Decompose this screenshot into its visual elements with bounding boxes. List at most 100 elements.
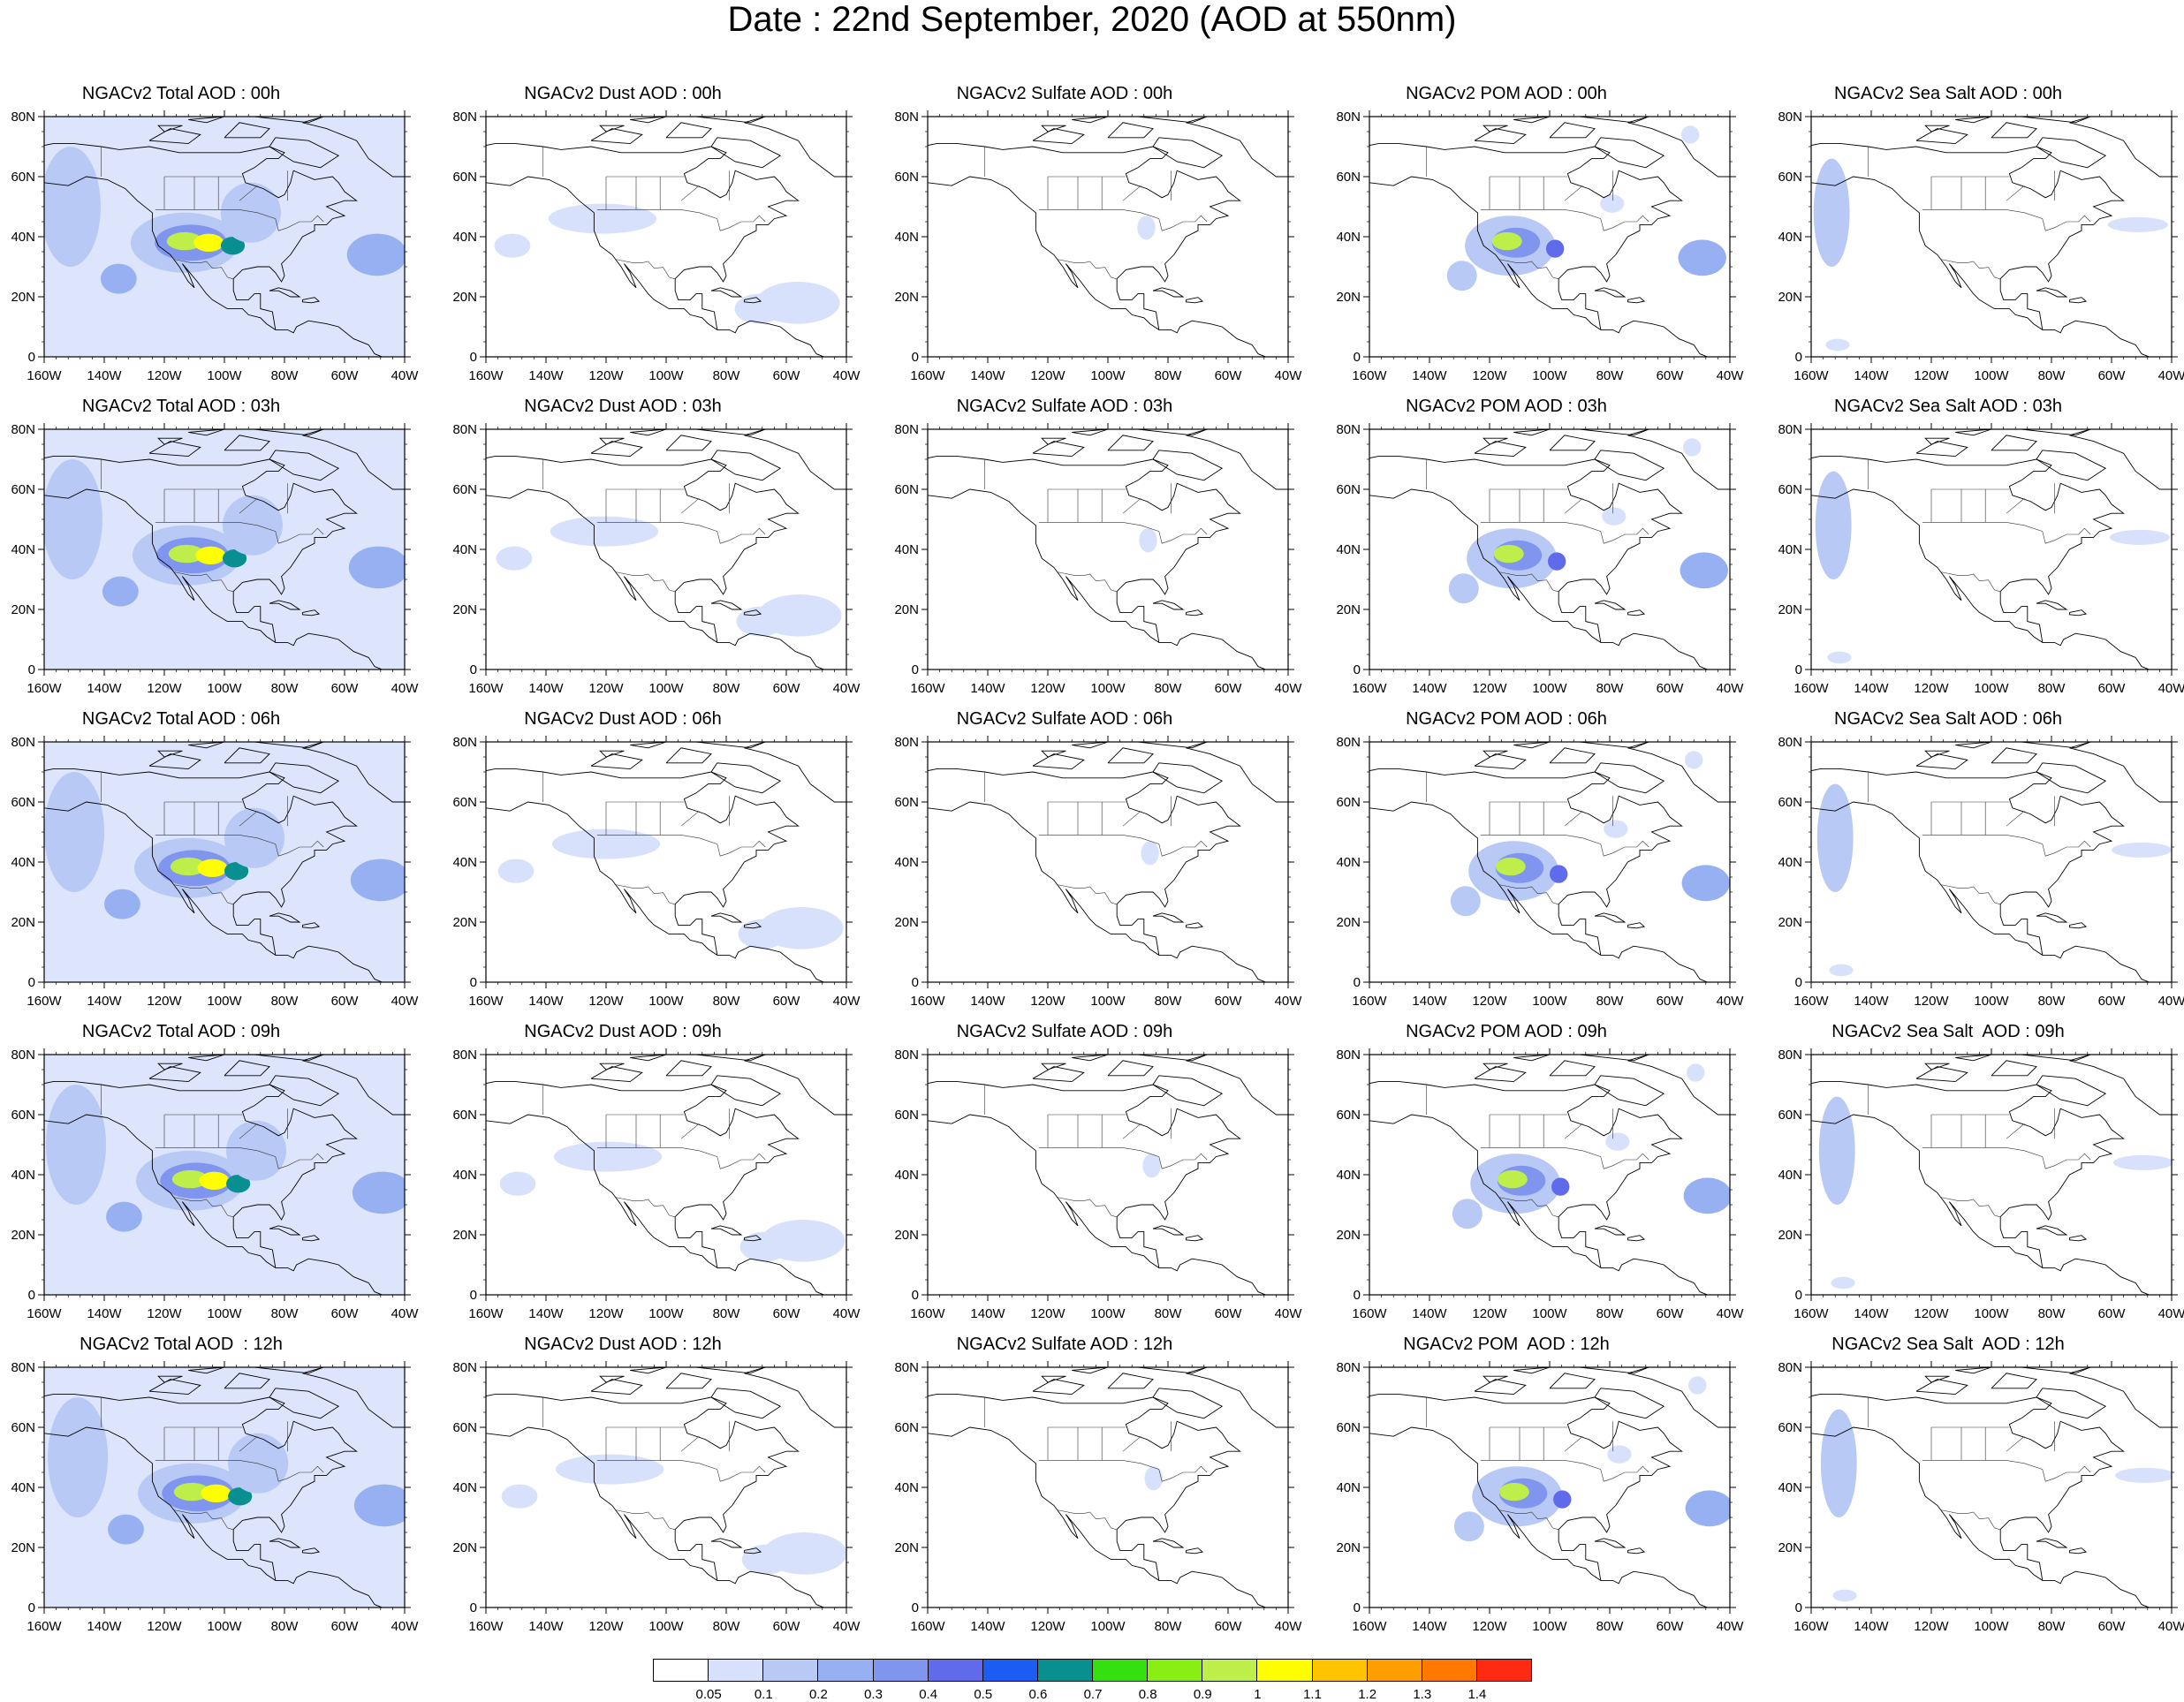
- lat-tick-label: 40N: [452, 542, 477, 557]
- lat-tick-label: 0: [470, 975, 477, 990]
- aod-plume: [348, 546, 405, 589]
- colorbar-swatch: [817, 1659, 874, 1682]
- coastlines: [44, 1055, 405, 1295]
- colorbar-swatch: [1421, 1659, 1477, 1682]
- map-panel-total-2: NGACv2 Total AOD : 06h 160W 140W 120W 100W 80…: [0, 703, 419, 1009]
- map-plot: 160W 140W 120W 100W 80W 60W 40W 80N 60N 40N 20N 0: [894, 735, 1302, 1009]
- borders: [101, 1085, 324, 1218]
- lon-tick-label: 160W: [910, 994, 945, 1009]
- coastlines: [486, 1367, 846, 1607]
- lat-tick-label: 20N: [452, 915, 477, 930]
- borders: [101, 147, 324, 280]
- lon-tick-label: 80W: [271, 1619, 300, 1634]
- lon-tick-label: 100W: [1974, 1619, 2009, 1634]
- lon-tick-label: 60W: [1215, 1619, 1243, 1634]
- map-panel-dust-3: NGACv2 Dust AOD : 09h 160W 140W 120W 100W 80W…: [442, 1016, 861, 1321]
- lon-tick-label: 80W: [1155, 994, 1183, 1009]
- lat-tick-label: 0: [1354, 662, 1361, 677]
- lon-tick-label: 100W: [207, 1306, 242, 1321]
- aod-plume: [736, 606, 785, 637]
- aod-plume: [497, 859, 535, 883]
- lat-tick-label: 40N: [11, 855, 35, 870]
- lat-tick-label: 0: [1795, 975, 1802, 990]
- lat-tick-label: 60N: [452, 482, 477, 497]
- aod-plume: [201, 1484, 231, 1502]
- lat-tick-label: 80N: [894, 422, 919, 437]
- lon-tick-label: 40W: [1717, 681, 1745, 696]
- aod-plume: [1497, 1169, 1528, 1189]
- lat-tick-label: 20N: [894, 290, 919, 305]
- map-plot: 160W 140W 120W 100W 80W 60W 40W 80N 60N 40N 20N 0: [1336, 735, 1744, 1009]
- lon-tick-label: 140W: [1412, 1619, 1447, 1634]
- aod-plume: [1600, 194, 1625, 213]
- lon-tick-label: 140W: [970, 994, 1005, 1009]
- lat-tick-label: 60N: [1778, 1108, 1802, 1123]
- lat-tick-label: 40N: [1778, 542, 1802, 557]
- coastlines: [928, 117, 1288, 357]
- lat-tick-label: 60N: [11, 482, 35, 497]
- borders: [984, 772, 1208, 905]
- lon-tick-label: 40W: [391, 994, 420, 1009]
- map-panel-pom-4: NGACv2 POM AOD : 12h 160W 140W 120W 100W 80W 6…: [1325, 1328, 1744, 1634]
- borders: [1426, 772, 1649, 905]
- aod-plume: [173, 1482, 210, 1502]
- map-panel-sulfate-0: NGACv2 Sulfate AOD : 00h 160W 140W 120W 100W…: [883, 78, 1302, 383]
- borders: [984, 147, 1208, 280]
- lon-tick-label: 40W: [2158, 994, 2184, 1009]
- lat-tick-label: 0: [28, 350, 35, 365]
- lon-tick-label: 40W: [2158, 1619, 2184, 1634]
- aod-plume: [220, 182, 281, 243]
- coastlines: [928, 1055, 1288, 1295]
- lon-tick-label: 80W: [271, 994, 300, 1009]
- panel-title: NGACv2 Dust AOD : 03h: [524, 397, 722, 416]
- lat-tick-label: 80N: [11, 422, 35, 437]
- lon-tick-label: 140W: [970, 368, 1005, 383]
- lat-tick-label: 20N: [11, 602, 35, 617]
- lon-tick-label: 120W: [147, 1619, 182, 1634]
- lon-tick-label: 120W: [1030, 994, 1065, 1009]
- panel-title: NGACv2 Sulfate AOD : 00h: [956, 84, 1173, 103]
- lat-tick-label: 60N: [1778, 795, 1802, 810]
- lat-tick-label: 20N: [452, 602, 477, 617]
- aod-plume: [1547, 552, 1566, 571]
- colorbar-swatch: [1092, 1659, 1149, 1682]
- lon-tick-label: 120W: [1914, 1619, 1949, 1634]
- panel-title: NGACv2 Total AOD : 03h: [81, 397, 281, 416]
- aod-plume: [739, 1231, 789, 1262]
- lat-tick-label: 60N: [894, 795, 919, 810]
- lon-tick-label: 80W: [1155, 1306, 1183, 1321]
- panel-title: NGACv2 Sulfate AOD : 09h: [956, 1022, 1173, 1041]
- map-panel-seasalt-1: NGACv2 Sea Salt AOD : 03h 160W 140W 120W 100…: [1767, 390, 2184, 696]
- lon-tick-label: 40W: [2158, 681, 2184, 696]
- lon-tick-label: 100W: [648, 681, 684, 696]
- aod-plume: [1818, 1096, 1855, 1205]
- aod-plume: [346, 233, 405, 276]
- aod-plume: [734, 293, 783, 324]
- lat-tick-label: 0: [1795, 350, 1802, 365]
- lat-tick-label: 80N: [1778, 422, 1802, 437]
- lon-tick-label: 140W: [1854, 368, 1889, 383]
- borders: [1426, 1085, 1649, 1218]
- map-panel-total-3: NGACv2 Total AOD : 09h 160W 140W 120W 100W 80…: [0, 1016, 419, 1321]
- lon-tick-label: 60W: [331, 1619, 360, 1634]
- lat-tick-label: 0: [1354, 350, 1361, 365]
- borders: [101, 1397, 324, 1531]
- lat-tick-label: 80N: [1778, 1048, 1802, 1063]
- lon-tick-label: 140W: [528, 368, 564, 383]
- panel-title: NGACv2 Sea Salt AOD : 06h: [1834, 709, 2062, 729]
- aod-plume: [166, 231, 203, 251]
- aod-plume: [48, 1397, 109, 1517]
- aod-plume: [1550, 865, 1568, 883]
- lat-tick-label: 0: [1354, 975, 1361, 990]
- lon-tick-label: 120W: [147, 681, 182, 696]
- lat-tick-label: 20N: [894, 1228, 919, 1243]
- lon-tick-label: 40W: [1275, 681, 1303, 696]
- panel-title: NGACv2 Total AOD : 09h: [81, 1022, 281, 1041]
- lat-tick-label: 20N: [1336, 1228, 1361, 1243]
- lat-tick-label: 40N: [894, 230, 919, 245]
- aod-plume: [226, 1175, 251, 1193]
- aod-plume: [2107, 216, 2168, 232]
- panel-title: NGACv2 Dust AOD : 00h: [524, 84, 722, 103]
- lat-tick-label: 20N: [894, 602, 919, 617]
- lon-tick-label: 60W: [2098, 1306, 2127, 1321]
